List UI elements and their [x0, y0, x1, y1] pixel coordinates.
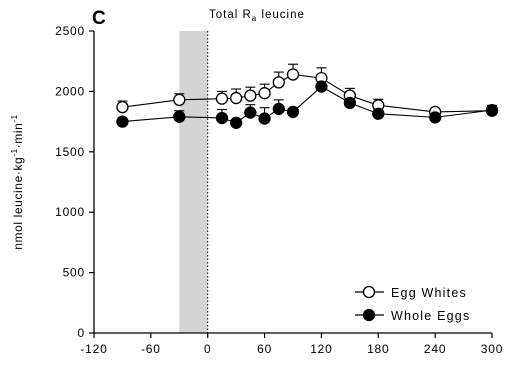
data-point-whole-eggs	[372, 107, 385, 120]
data-point-whole-eggs	[272, 102, 285, 116]
legend-marker-egg-whites	[362, 285, 376, 299]
axes-layer	[93, 31, 492, 334]
shaded-region	[179, 31, 208, 333]
data-point-whole-eggs	[173, 110, 186, 123]
data-point-whole-eggs	[286, 105, 300, 119]
legend-label-whole-eggs: Whole Eggs	[391, 309, 470, 323]
x-tick-label: -120	[80, 342, 107, 356]
shaded-region-layer	[179, 31, 208, 333]
x-tick-label: 300	[481, 342, 503, 356]
x-tick-label: -60	[141, 342, 161, 356]
data-point-egg-whites	[258, 87, 271, 100]
data-point-egg-whites	[229, 91, 243, 105]
data-point-egg-whites	[215, 92, 229, 105]
y-tick-label: 500	[63, 266, 85, 280]
data-point-whole-eggs	[315, 80, 328, 93]
data-point-egg-whites	[173, 93, 186, 107]
data-point-whole-eggs	[229, 116, 243, 129]
data-point-egg-whites	[272, 76, 285, 89]
x-tick-label: 120	[310, 342, 332, 356]
chart-title: Total Ra leucine	[209, 9, 305, 23]
data-point-whole-eggs	[428, 111, 442, 124]
x-ticks-layer: -120 -60 0 60 120 180 240 300	[80, 333, 503, 356]
data-point-egg-whites	[244, 89, 257, 102]
y-tick-label: 2500	[55, 24, 85, 38]
data-point-whole-eggs	[485, 103, 499, 117]
y-axis-label: nmol leucine·kg-1·min-1	[10, 114, 25, 249]
series-layer	[116, 63, 499, 129]
data-point-egg-whites	[286, 68, 300, 81]
x-tick-label: 0	[204, 342, 211, 356]
legend: Egg Whites Whole Eggs	[355, 285, 470, 323]
y-tick-label: 1000	[55, 205, 85, 219]
x-tick-label: 180	[367, 342, 389, 356]
data-point-egg-whites	[116, 100, 129, 114]
y-tick-label: 0	[78, 326, 85, 340]
legend-label-egg-whites: Egg Whites	[391, 286, 467, 300]
series-points-group	[116, 68, 499, 129]
data-point-whole-eggs	[343, 96, 357, 110]
data-point-whole-eggs	[215, 111, 229, 125]
x-tick-label: 240	[424, 342, 446, 356]
data-point-whole-eggs	[116, 115, 129, 128]
data-point-whole-eggs	[244, 106, 257, 119]
y-ticks-layer: 0 500 1000 1500 2000 2500	[55, 24, 94, 340]
y-tick-label: 1500	[55, 145, 85, 159]
panel-label: C	[92, 8, 106, 29]
data-point-whole-eggs	[258, 112, 271, 125]
x-tick-label: 60	[257, 342, 272, 356]
y-tick-label: 2000	[55, 84, 85, 98]
legend-marker-whole-eggs	[362, 308, 376, 322]
